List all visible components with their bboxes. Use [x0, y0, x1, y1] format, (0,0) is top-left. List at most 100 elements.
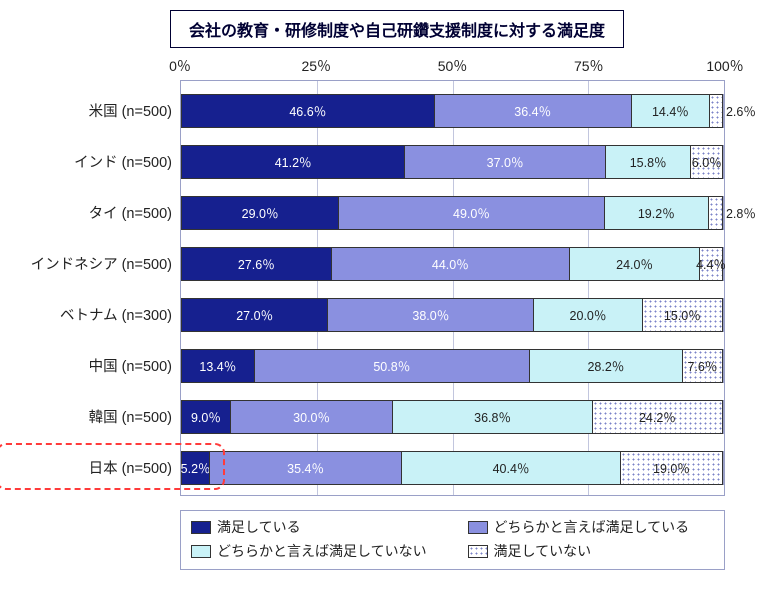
stacked-bar: 46.6％ 36.4％ 14.4％ 2.6％ [181, 94, 724, 128]
segment-value-label: 4.4％ [696, 254, 726, 273]
segment-value-label: 15.8％ [630, 152, 667, 171]
bar-row: ベトナム (n=300)27.0％38.0％20.0％15.0％ [181, 289, 724, 340]
bar-segment: 35.4％ [209, 451, 401, 485]
bar-segment: 15.0％ [642, 298, 723, 332]
stacked-bar: 29.0％ 49.0％ 19.2％ 2.8％ [181, 196, 724, 230]
segment-value-label: 9.0％ [191, 407, 221, 426]
segment-value-label: 29.0％ [242, 203, 279, 222]
row-label: ベトナム (n=300) [2, 304, 172, 325]
bar-segment: 19.0％ [620, 451, 723, 485]
bar-segment: 15.8％ [605, 145, 691, 179]
bar-row: 米国 (n=500)46.6％36.4％14.4％2.6％ [181, 85, 724, 136]
segment-value-label: 50.8％ [373, 356, 410, 375]
legend-label: どちらかと言えば満足していない [217, 541, 427, 561]
legend-swatch [468, 521, 488, 534]
segment-value-label: 5.2％ [181, 458, 211, 477]
bar-row: 韓国 (n=500)9.0％30.0％36.8％24.2％ [181, 391, 724, 442]
segment-value-label: 19.0％ [653, 458, 690, 477]
bar-segment: 13.4％ [181, 349, 254, 383]
segment-value-label: 37.0％ [487, 152, 524, 171]
legend: 満足している どちらかと言えば満足しているどちらかと言えば満足していない 満足してい… [180, 510, 725, 570]
row-label: インドネシア (n=500) [2, 253, 172, 274]
bar-segment: 2.6％ [709, 94, 723, 128]
bar-row: 中国 (n=500)13.4％50.8％28.2％7.6％ [181, 340, 724, 391]
legend-item: どちらかと言えば満足していない [191, 541, 438, 561]
bar-row: インド (n=500)41.2％37.0％15.8％6.0％ [181, 136, 724, 187]
axis-tick-label: 25％ [301, 56, 331, 76]
legend-item: 満足していない [468, 541, 715, 561]
bar-segment: 6.0％ [690, 145, 723, 179]
axis-tick-label: 0％ [169, 56, 191, 76]
bar-segment: 46.6％ [181, 94, 434, 128]
legend-swatch [468, 545, 488, 558]
bar-row: タイ (n=500)29.0％49.0％19.2％2.8％ [181, 187, 724, 238]
chart-title: 会社の教育・研修制度や自己研鑽支援制度に対する満足度 [170, 10, 624, 48]
bar-segment: 27.6％ [181, 247, 331, 281]
segment-value-label: 15.0％ [664, 305, 701, 324]
bar-segment: 14.4％ [631, 94, 709, 128]
segment-value-label: 36.4％ [514, 101, 551, 120]
bar-row: 日本 (n=500)5.2％35.4％40.4％19.0％ [181, 442, 724, 493]
bar-segment: 38.0％ [327, 298, 533, 332]
row-label: 韓国 (n=500) [2, 406, 172, 427]
segment-value-label: 6.0％ [692, 152, 722, 171]
bar-segment: 2.8％ [708, 196, 723, 230]
segment-value-label: 19.2％ [638, 203, 675, 222]
segment-value-label: 35.4％ [287, 458, 324, 477]
chart-container: 会社の教育・研修制度や自己研鑽支援制度に対する満足度 0％25％50％75％10… [10, 10, 750, 570]
bar-row: インドネシア (n=500)27.6％44.0％24.0％4.4％ [181, 238, 724, 289]
segment-value-label: 7.6％ [687, 356, 717, 375]
segment-value-label: 28.2％ [587, 356, 624, 375]
legend-swatch [191, 545, 211, 558]
segment-value-label: 13.4％ [199, 356, 236, 375]
bar-segment: 5.2％ [181, 451, 209, 485]
bar-segment: 40.4％ [401, 451, 620, 485]
segment-value-label: 36.8％ [474, 407, 511, 426]
segment-value-label: 20.0％ [570, 305, 607, 324]
bar-segment: 49.0％ [338, 196, 604, 230]
stacked-bar: 41.2％ 37.0％ 15.8％ 6.0％ [181, 145, 724, 179]
bar-segment: 44.0％ [331, 247, 569, 281]
bar-segment: 50.8％ [254, 349, 529, 383]
segment-value-label: 40.4％ [493, 458, 530, 477]
segment-value-label: 2.6％ [726, 101, 756, 120]
segment-value-label: 46.6％ [289, 101, 326, 120]
stacked-bar: 27.0％ 38.0％ 20.0％ 15.0％ [181, 298, 724, 332]
legend-label: 満足している [217, 517, 301, 537]
bars-box: 米国 (n=500)46.6％36.4％14.4％2.6％インド (n=500)… [180, 80, 725, 496]
legend-label: どちらかと言えば満足している [494, 517, 690, 537]
row-label: インド (n=500) [2, 151, 172, 172]
segment-value-label: 27.6％ [238, 254, 275, 273]
bar-segment: 24.0％ [569, 247, 699, 281]
stacked-bar: 5.2％ 35.4％ 40.4％ 19.0％ [181, 451, 724, 485]
stacked-bar: 27.6％ 44.0％ 24.0％ 4.4％ [181, 247, 724, 281]
axis-tick-label: 75％ [574, 56, 604, 76]
segment-value-label: 44.0％ [432, 254, 469, 273]
segment-value-label: 24.0％ [616, 254, 653, 273]
legend-label: 満足していない [494, 541, 592, 561]
bar-segment: 27.0％ [181, 298, 327, 332]
segment-value-label: 49.0％ [453, 203, 490, 222]
row-label: 中国 (n=500) [2, 355, 172, 376]
bar-segment: 7.6％ [682, 349, 723, 383]
segment-value-label: 27.0％ [236, 305, 273, 324]
legend-item: 満足している [191, 517, 438, 537]
segment-value-label: 38.0％ [412, 305, 449, 324]
row-label: 米国 (n=500) [2, 100, 172, 121]
bar-segment: 28.2％ [529, 349, 682, 383]
segment-value-label: 14.4％ [652, 101, 689, 120]
bar-segment: 24.2％ [592, 400, 723, 434]
bar-segment: 9.0％ [181, 400, 230, 434]
bar-segment: 36.8％ [392, 400, 591, 434]
bar-segment: 37.0％ [404, 145, 605, 179]
plot-area: 0％25％50％75％100％ 米国 (n=500)46.6％36.4％14.4… [180, 56, 725, 496]
stacked-bar: 13.4％ 50.8％ 28.2％ 7.6％ [181, 349, 724, 383]
x-axis: 0％25％50％75％100％ [180, 56, 725, 80]
bar-segment: 4.4％ [699, 247, 723, 281]
segment-value-label: 41.2％ [275, 152, 312, 171]
bar-segment: 30.0％ [230, 400, 393, 434]
row-label: 日本 (n=500) [2, 457, 172, 478]
bar-segment: 29.0％ [181, 196, 338, 230]
bar-segment: 20.0％ [533, 298, 641, 332]
legend-item: どちらかと言えば満足している [468, 517, 715, 537]
